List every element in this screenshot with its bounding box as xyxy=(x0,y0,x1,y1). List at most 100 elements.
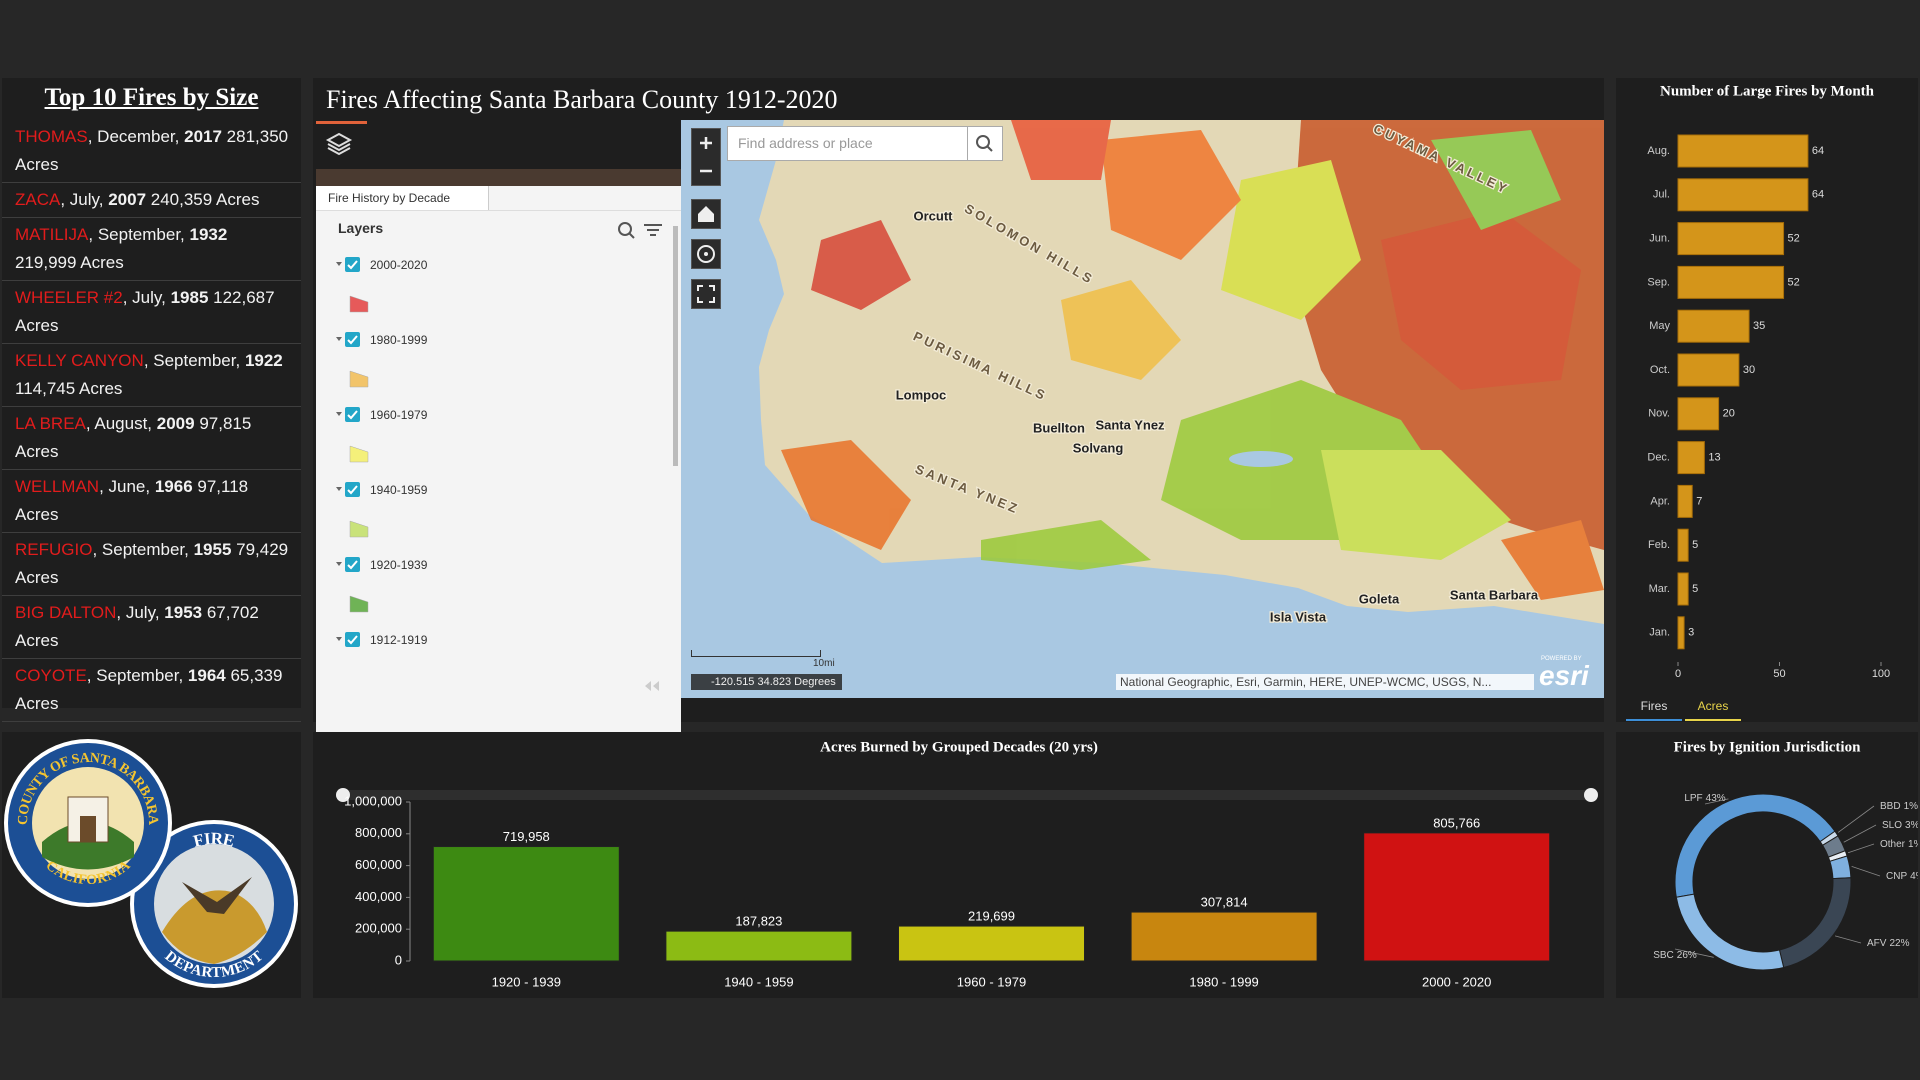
layers-button[interactable] xyxy=(325,130,353,158)
logo-panel: FIRE DEPARTMENT COUNTY OF SANTA BARBARA … xyxy=(2,732,301,998)
data-label: 187,823 xyxy=(735,914,782,929)
slice-name: Other xyxy=(1880,839,1906,850)
place-label: Solvang xyxy=(1073,440,1124,455)
data-label: 719,958 xyxy=(503,829,550,844)
slice-name: SBC xyxy=(1653,950,1674,961)
fire-acres: 97,815 Acres xyxy=(15,414,252,461)
fire-year: 1955 xyxy=(193,540,232,559)
fire-year: 1964 xyxy=(187,666,226,685)
layer-name: 1960-1979 xyxy=(370,408,428,422)
slice-name: AFV xyxy=(1867,938,1887,949)
fire-entry: WHEELER #2, July, 1985 122,687 Acres xyxy=(2,281,301,344)
dept-top: FIRE xyxy=(191,829,236,851)
chart-title: Fires by Ignition Jurisdiction xyxy=(1674,739,1861,755)
fire-acres: 219,999 Acres xyxy=(15,253,124,272)
expand-arrow xyxy=(336,562,342,566)
scale-bar xyxy=(691,650,821,657)
fire-year: 2009 xyxy=(156,414,195,433)
scrollbar[interactable] xyxy=(673,226,678,466)
y-tick-label: 0 xyxy=(395,952,402,967)
checkmark xyxy=(347,335,358,345)
bar xyxy=(898,925,1085,962)
data-label: 13 xyxy=(1708,452,1720,464)
legend-swatch xyxy=(349,595,369,613)
coordinates: -120.515 34.823 Degrees xyxy=(691,674,842,690)
fire-month: , July, xyxy=(60,190,109,209)
chart-title: Number of Large Fires by Month xyxy=(1660,83,1875,99)
slider-handle[interactable] xyxy=(1584,788,1598,802)
checkbox xyxy=(345,632,360,647)
x-tick-label: 2000 - 2020 xyxy=(1422,974,1491,989)
zoom-icons xyxy=(700,137,712,173)
layer-toggle xyxy=(336,632,360,647)
bar xyxy=(1130,911,1318,962)
fire-name: MATILIJA xyxy=(15,225,89,244)
data-label: 219,699 xyxy=(968,909,1015,924)
y-tick-label: Jul. xyxy=(1653,189,1670,201)
swatch xyxy=(349,295,369,313)
y-tick-label: Sep. xyxy=(1647,276,1670,288)
bar xyxy=(1677,222,1785,256)
x-tick-label: 0 xyxy=(1675,668,1681,680)
slice-label: SBC 26% xyxy=(1653,950,1697,961)
bar xyxy=(1677,134,1809,168)
layer-tab[interactable]: Fire History by Decade xyxy=(316,186,489,210)
data-label: 20 xyxy=(1723,408,1735,420)
fire-entry: REFUGIO, September, 1955 79,429 Acres xyxy=(2,533,301,596)
collapse-button[interactable] xyxy=(641,678,665,694)
slice-value: 1% xyxy=(1904,801,1918,812)
search-button[interactable] xyxy=(967,126,1003,161)
data-label: 52 xyxy=(1788,276,1800,288)
legend-swatch xyxy=(349,295,369,313)
fire-year: 1966 xyxy=(154,477,193,496)
layer-tools[interactable] xyxy=(616,220,666,242)
zoom-control[interactable] xyxy=(691,128,721,186)
fire-entry: WELLMAN, June, 1966 97,118 Acres xyxy=(2,470,301,533)
search-placeholder: Find address or place xyxy=(738,135,873,151)
fire-name: THOMAS xyxy=(15,127,88,146)
bar xyxy=(1677,616,1685,650)
toggle-tab[interactable]: Acres xyxy=(1698,699,1729,713)
toggle-tab[interactable]: Fires xyxy=(1641,699,1668,713)
slice-value: 1% xyxy=(1908,839,1918,850)
y-tick-label: Apr. xyxy=(1650,495,1670,507)
fire-month: , September, xyxy=(92,540,194,559)
leader-line xyxy=(1837,805,1875,833)
slice-value: 43% xyxy=(1706,793,1726,804)
leader-line xyxy=(1834,935,1862,944)
fire-name: LA BREA xyxy=(15,414,86,433)
fire-perimeters xyxy=(781,120,1604,600)
expand-arrow xyxy=(336,262,342,266)
y-tick-label: 200,000 xyxy=(355,921,402,936)
fire-year: 1985 xyxy=(170,288,209,307)
fullscreen-button[interactable] xyxy=(691,279,721,309)
swatch xyxy=(349,445,369,463)
fire-acres: 67,702 Acres xyxy=(15,603,259,650)
slider-handle[interactable] xyxy=(336,788,350,802)
title-underline xyxy=(316,121,367,124)
expand-arrow xyxy=(336,412,342,416)
map[interactable]: Orcutt Lompoc Buellton Santa Ynez Solvang Gol… xyxy=(681,120,1604,698)
place-label: Isla Vista xyxy=(1270,609,1327,624)
bar xyxy=(1677,353,1740,387)
swatch xyxy=(349,370,369,388)
checkbox xyxy=(345,257,360,272)
layer-name: 1920-1939 xyxy=(370,558,428,572)
data-label: 307,814 xyxy=(1201,894,1248,909)
layer-toggle xyxy=(336,557,360,572)
search-box[interactable]: Find address or place xyxy=(727,126,969,161)
data-label: 3 xyxy=(1688,627,1694,639)
place-label: Goleta xyxy=(1359,591,1400,606)
home-button[interactable] xyxy=(691,199,721,229)
map-panel: Fires Affecting Santa Barbara County 191… xyxy=(313,78,1604,746)
fire-name: COYOTE xyxy=(15,666,87,685)
fire-name: BIG DALTON xyxy=(15,603,117,622)
layer-name: 1940-1959 xyxy=(370,483,428,497)
leader-line xyxy=(1674,948,1714,958)
y-tick-label: 800,000 xyxy=(355,825,402,840)
bar xyxy=(1677,309,1750,343)
bar xyxy=(432,846,620,962)
locate-button[interactable] xyxy=(691,239,721,269)
